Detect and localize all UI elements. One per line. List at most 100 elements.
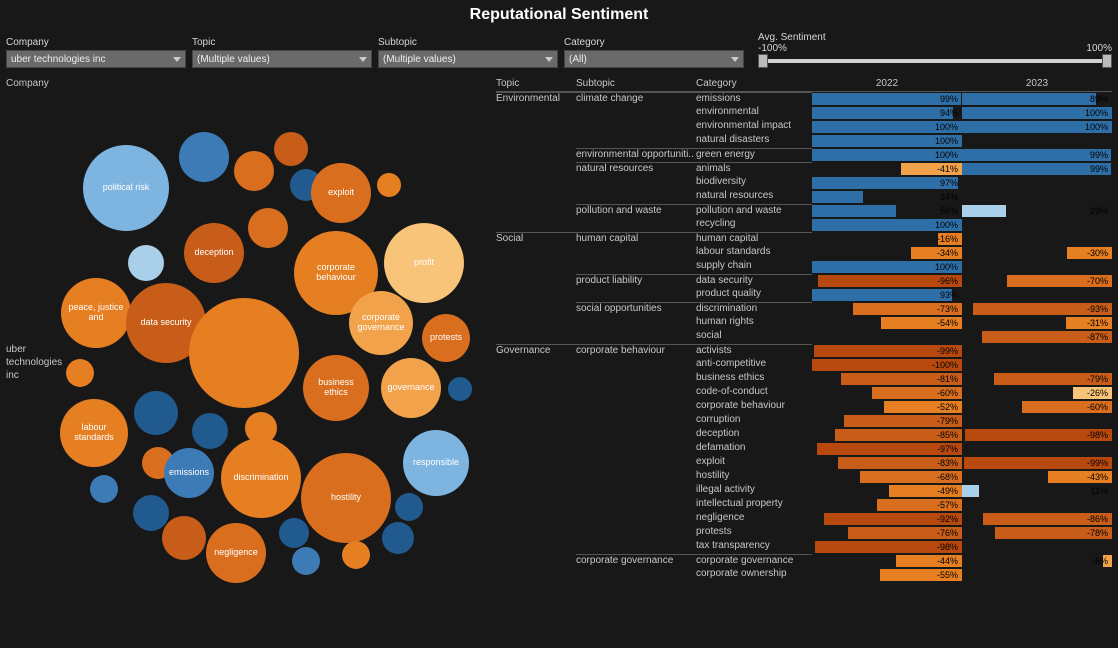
bubble[interactable]: profit <box>384 223 464 303</box>
table-row[interactable]: corruption-79% <box>496 414 1112 428</box>
table-row[interactable]: natural disasters100% <box>496 134 1112 148</box>
bubble[interactable] <box>377 173 401 197</box>
bubble[interactable] <box>128 245 164 281</box>
year-cell: 94% <box>812 106 962 120</box>
table-row[interactable]: corporate governancecorporate governance… <box>496 554 1112 568</box>
year-cell <box>962 218 1112 232</box>
table-row[interactable]: natural resources34% <box>496 190 1112 204</box>
bubble[interactable] <box>279 518 309 548</box>
table-row[interactable]: defamation-97% <box>496 442 1112 456</box>
bubble[interactable] <box>448 377 472 401</box>
bubble[interactable]: deception <box>184 223 244 283</box>
header-2023: 2023 <box>962 78 1112 89</box>
table-row[interactable]: Socialhuman capitalhuman capital-16% <box>496 232 1112 246</box>
year-cell <box>962 288 1112 302</box>
bubble[interactable]: governance <box>381 358 441 418</box>
topic-cell <box>496 162 576 176</box>
topic-cell <box>496 218 576 232</box>
year-cell: -16% <box>812 232 962 246</box>
year-cell: -70% <box>962 274 1112 288</box>
table-row[interactable]: pollution and wastepollution and waste56… <box>496 204 1112 218</box>
year-cell: -92% <box>812 512 962 526</box>
bubble[interactable] <box>134 391 178 435</box>
subtopic-cell <box>576 470 696 484</box>
bubble[interactable]: corporate governance <box>349 291 413 355</box>
bubble[interactable] <box>234 151 274 191</box>
table-row[interactable]: deception-85%-98% <box>496 428 1112 442</box>
bubble[interactable]: discrimination <box>221 438 301 518</box>
category-cell: pollution and waste <box>696 204 812 218</box>
header-category: Category <box>696 78 812 89</box>
table-row[interactable]: human rights-54%-31% <box>496 316 1112 330</box>
table-row[interactable]: corporate behaviour-52%-60% <box>496 400 1112 414</box>
table-row[interactable]: biodiversity97% <box>496 176 1112 190</box>
table-row[interactable]: Governancecorporate behaviouractivists-9… <box>496 344 1112 358</box>
bubble[interactable] <box>133 495 169 531</box>
slider-handle-min[interactable] <box>758 54 768 68</box>
filter-bar: Company uber technologies inc Topic (Mul… <box>0 32 1118 68</box>
bubble[interactable] <box>189 298 299 408</box>
bubble[interactable] <box>342 541 370 569</box>
bubble[interactable]: political risk <box>83 145 169 231</box>
bubble[interactable] <box>382 522 414 554</box>
bubble[interactable]: peace, justice and <box>61 278 131 348</box>
table-row[interactable]: environmental94%100% <box>496 106 1112 120</box>
filter-subtopic-select[interactable]: (Multiple values) <box>378 50 558 68</box>
filter-category-select[interactable]: (All) <box>564 50 744 68</box>
slider-track[interactable] <box>758 54 1112 68</box>
bubble[interactable]: responsible <box>403 430 469 496</box>
subtopic-cell: environmental opportuniti.. <box>576 148 696 162</box>
bubble[interactable]: protests <box>422 314 470 362</box>
subtopic-cell <box>576 218 696 232</box>
year-cell: -41% <box>812 162 962 176</box>
sentiment-table: Topic Subtopic Category 2022 2023 Enviro… <box>496 78 1112 633</box>
table-row[interactable]: negligence-92%-86% <box>496 512 1112 526</box>
bubble-chart[interactable]: uber technologies inc political riskexpl… <box>6 93 486 633</box>
table-row[interactable]: social-87% <box>496 330 1112 344</box>
bubble[interactable]: hostility <box>301 453 391 543</box>
table-row[interactable]: product liabilitydata security-96%-70% <box>496 274 1112 288</box>
topic-cell <box>496 358 576 372</box>
table-row[interactable]: protests-76%-78% <box>496 526 1112 540</box>
bubble[interactable] <box>274 132 308 166</box>
table-row[interactable]: code-of-conduct-60%-26% <box>496 386 1112 400</box>
table-row[interactable]: Environmentalclimate changeemissions99%8… <box>496 92 1112 106</box>
table-row[interactable]: tax transparency-98% <box>496 540 1112 554</box>
table-row[interactable]: illegal activity-49%11% <box>496 484 1112 498</box>
bubble[interactable] <box>179 132 229 182</box>
bubble[interactable] <box>292 547 320 575</box>
year-cell: -93% <box>962 302 1112 316</box>
category-cell: activists <box>696 344 812 358</box>
filter-company-select[interactable]: uber technologies inc <box>6 50 186 68</box>
bubble[interactable]: labour standards <box>60 399 128 467</box>
filter-topic-select[interactable]: (Multiple values) <box>192 50 372 68</box>
bubble[interactable] <box>66 359 94 387</box>
table-row[interactable]: anti-competitive-100% <box>496 358 1112 372</box>
bubble[interactable]: business ethics <box>303 355 369 421</box>
bubble[interactable] <box>248 208 288 248</box>
year-cell <box>962 232 1112 246</box>
bubble[interactable] <box>192 413 228 449</box>
bubble[interactable] <box>395 493 423 521</box>
bubble[interactable]: exploit <box>311 163 371 223</box>
table-row[interactable]: hostility-68%-43% <box>496 470 1112 484</box>
table-row[interactable]: supply chain100% <box>496 260 1112 274</box>
table-row[interactable]: corporate ownership-55% <box>496 568 1112 582</box>
table-row[interactable]: labour standards-34%-30% <box>496 246 1112 260</box>
table-row[interactable]: recycling100% <box>496 218 1112 232</box>
table-row[interactable]: exploit-83%-99% <box>496 456 1112 470</box>
table-row[interactable]: intellectual property-57% <box>496 498 1112 512</box>
table-row[interactable]: natural resourcesanimals-41%99% <box>496 162 1112 176</box>
table-row[interactable]: environmental impact100%100% <box>496 120 1112 134</box>
header-subtopic: Subtopic <box>576 78 696 89</box>
bubble[interactable] <box>90 475 118 503</box>
table-row[interactable]: product quality93% <box>496 288 1112 302</box>
bubble[interactable]: emissions <box>164 448 214 498</box>
table-row[interactable]: social opportunitiesdiscrimination-73%-9… <box>496 302 1112 316</box>
table-row[interactable]: business ethics-81%-79% <box>496 372 1112 386</box>
slider-handle-max[interactable] <box>1102 54 1112 68</box>
table-row[interactable]: environmental opportuniti..green energy1… <box>496 148 1112 162</box>
bubble[interactable]: negligence <box>206 523 266 583</box>
year-cell: -86% <box>962 512 1112 526</box>
bubble[interactable] <box>162 516 206 560</box>
